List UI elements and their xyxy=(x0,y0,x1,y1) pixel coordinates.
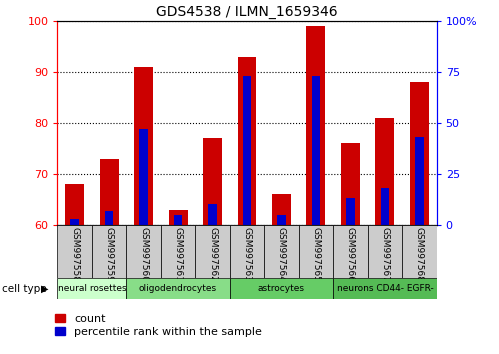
Bar xyxy=(346,198,355,225)
Bar xyxy=(100,159,119,225)
Bar xyxy=(169,210,188,225)
Bar xyxy=(134,67,153,225)
Bar xyxy=(272,194,291,225)
Bar xyxy=(312,76,320,225)
Text: GSM997562: GSM997562 xyxy=(208,227,217,282)
Bar xyxy=(341,143,360,225)
Bar xyxy=(415,137,424,225)
Text: GSM997563: GSM997563 xyxy=(243,227,251,282)
Text: GSM997567: GSM997567 xyxy=(380,227,389,282)
Text: GSM997566: GSM997566 xyxy=(346,227,355,282)
Bar xyxy=(410,82,429,225)
Bar xyxy=(105,211,113,225)
Bar xyxy=(333,278,437,299)
Bar xyxy=(57,278,126,299)
Text: GSM997559: GSM997559 xyxy=(105,227,114,282)
Bar xyxy=(333,225,368,278)
Bar xyxy=(161,225,195,278)
Bar xyxy=(375,118,394,225)
Bar xyxy=(174,215,182,225)
Bar xyxy=(70,219,79,225)
Bar xyxy=(92,225,126,278)
Bar xyxy=(195,225,230,278)
Text: GSM997564: GSM997564 xyxy=(277,227,286,282)
Text: neural rosettes: neural rosettes xyxy=(57,284,126,293)
Bar xyxy=(139,129,148,225)
Bar xyxy=(277,215,286,225)
Text: GSM997568: GSM997568 xyxy=(415,227,424,282)
Bar xyxy=(230,278,333,299)
Bar xyxy=(381,188,389,225)
Text: ▶: ▶ xyxy=(41,284,49,293)
Bar xyxy=(238,57,256,225)
Bar xyxy=(208,205,217,225)
Bar xyxy=(126,278,230,299)
Bar xyxy=(65,184,84,225)
Text: oligodendrocytes: oligodendrocytes xyxy=(139,284,217,293)
Text: cell type: cell type xyxy=(2,284,47,293)
Title: GDS4538 / ILMN_1659346: GDS4538 / ILMN_1659346 xyxy=(156,5,338,19)
Text: neurons CD44- EGFR-: neurons CD44- EGFR- xyxy=(336,284,433,293)
Bar xyxy=(306,26,325,225)
Text: GSM997560: GSM997560 xyxy=(139,227,148,282)
Bar xyxy=(368,225,402,278)
Text: GSM997565: GSM997565 xyxy=(311,227,320,282)
Bar xyxy=(203,138,222,225)
Bar xyxy=(57,225,92,278)
Bar xyxy=(230,225,264,278)
Legend: count, percentile rank within the sample: count, percentile rank within the sample xyxy=(55,314,262,337)
Bar xyxy=(402,225,437,278)
Text: GSM997558: GSM997558 xyxy=(70,227,79,282)
Bar xyxy=(299,225,333,278)
Bar xyxy=(243,76,251,225)
Bar xyxy=(126,225,161,278)
Bar xyxy=(264,225,299,278)
Text: GSM997561: GSM997561 xyxy=(174,227,183,282)
Text: astrocytes: astrocytes xyxy=(258,284,305,293)
